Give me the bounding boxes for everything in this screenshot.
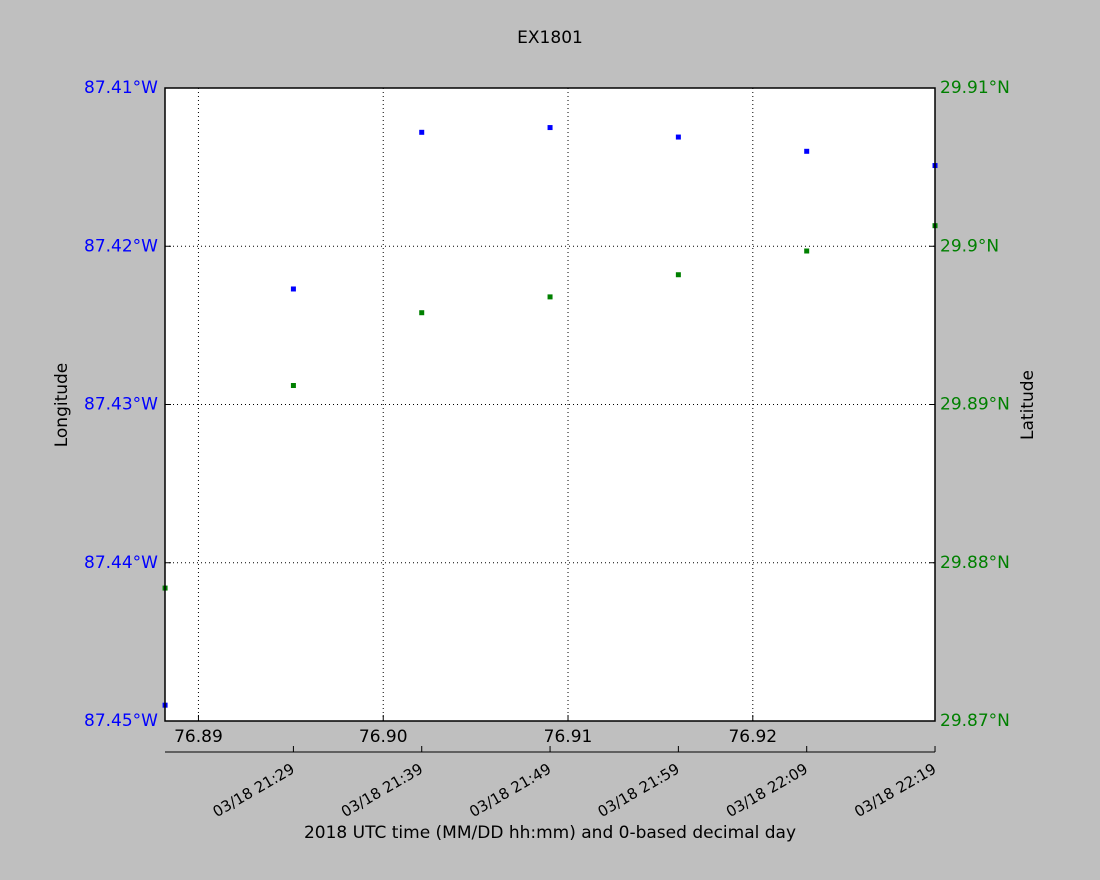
y-tick-label: 87.43°W <box>84 395 158 415</box>
y-tick-label: 87.44°W <box>84 553 158 573</box>
point <box>804 148 810 154</box>
x2-tick-label: 03/18 22:19 <box>851 760 939 821</box>
point <box>547 125 553 131</box>
point <box>804 248 810 254</box>
y2-tick-label: 29.88°N <box>940 553 1010 573</box>
plot-frame <box>164 87 936 722</box>
y-axis-label: Longitude <box>52 363 72 448</box>
x-tick-label: 76.92 <box>728 727 777 747</box>
x2-tick-label: 03/18 21:59 <box>595 760 683 821</box>
point <box>547 294 553 300</box>
point <box>419 129 425 135</box>
x2-tick-label: 03/18 22:09 <box>723 760 811 821</box>
y2-tick-label: 29.91°N <box>940 78 1010 98</box>
point <box>290 383 296 389</box>
y2-tick-label: 29.9°N <box>940 236 999 256</box>
point <box>675 272 681 278</box>
y-tick-label: 87.45°W <box>84 711 158 731</box>
x2-tick-label: 03/18 21:49 <box>466 760 554 821</box>
x-axis-label: 2018 UTC time (MM/DD hh:mm) and 0-based … <box>304 823 796 843</box>
x2-tick-label: 03/18 21:39 <box>338 760 426 821</box>
x2-tick-label: 03/18 21:29 <box>210 760 298 821</box>
y2-axis-label: Latitude <box>1018 370 1038 440</box>
point <box>419 310 425 316</box>
x-tick-label: 76.89 <box>174 727 223 747</box>
point <box>290 286 296 292</box>
y2-tick-label: 29.87°N <box>940 711 1010 731</box>
y2-tick-label: 29.89°N <box>940 395 1010 415</box>
x-tick-label: 76.90 <box>359 727 408 747</box>
chart-title: EX1801 <box>517 28 583 48</box>
x-tick-label: 76.91 <box>544 727 593 747</box>
y-tick-label: 87.41°W <box>84 78 158 98</box>
y-tick-label: 87.42°W <box>84 236 158 256</box>
point <box>675 134 681 140</box>
